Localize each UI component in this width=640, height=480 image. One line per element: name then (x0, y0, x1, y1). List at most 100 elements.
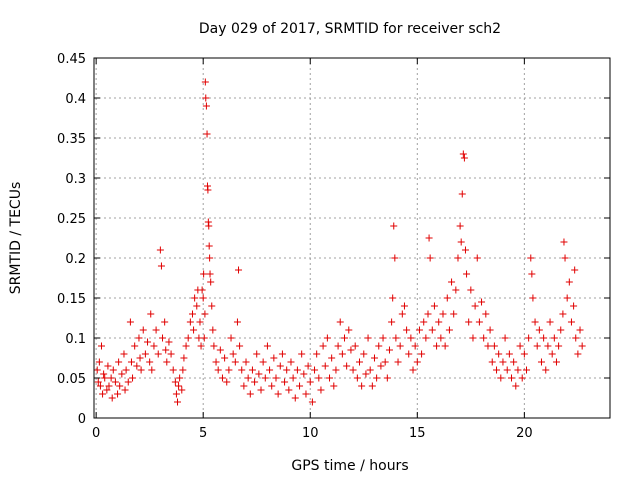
data-point (343, 362, 351, 370)
data-point (94, 378, 102, 386)
data-point (268, 382, 276, 390)
data-point (253, 350, 261, 358)
data-point (225, 366, 233, 374)
y-tick-label: 0.4 (65, 92, 86, 107)
data-point (167, 350, 175, 358)
data-point (208, 302, 216, 310)
data-point (205, 222, 213, 230)
data-point (537, 358, 545, 366)
data-point (409, 366, 417, 374)
y-tick-label: 0.2 (65, 252, 86, 267)
data-point (571, 266, 579, 274)
data-point (206, 270, 214, 278)
data-point (139, 326, 147, 334)
data-point (174, 398, 182, 406)
data-point (381, 358, 389, 366)
data-point (396, 342, 404, 350)
data-point (353, 374, 361, 382)
data-point (518, 374, 526, 382)
data-point (204, 186, 212, 194)
data-point (203, 130, 211, 138)
data-point (366, 366, 374, 374)
data-point (283, 366, 291, 374)
data-point (341, 334, 349, 342)
data-point (379, 334, 387, 342)
data-point (450, 310, 458, 318)
data-point (193, 302, 201, 310)
data-point (315, 374, 323, 382)
data-point (235, 266, 243, 274)
data-point (304, 362, 312, 370)
data-point (326, 374, 334, 382)
data-point (257, 386, 265, 394)
data-point (97, 342, 105, 350)
data-point (323, 334, 331, 342)
data-point (244, 374, 252, 382)
y-tick-label: 0.45 (57, 52, 86, 67)
data-point (209, 326, 217, 334)
data-point (163, 358, 171, 366)
data-point (403, 326, 411, 334)
data-point (120, 350, 128, 358)
data-point (445, 326, 453, 334)
data-point (428, 326, 436, 334)
data-point (407, 334, 415, 342)
data-point (355, 358, 363, 366)
data-point (475, 318, 483, 326)
data-point (118, 370, 126, 378)
data-point (182, 342, 190, 350)
data-point (375, 342, 383, 350)
data-point (478, 298, 486, 306)
data-point (443, 294, 451, 302)
data-point (486, 326, 494, 334)
data-point (191, 294, 199, 302)
data-point (398, 310, 406, 318)
data-point (124, 378, 132, 386)
data-point (555, 342, 563, 350)
x-tick-label: 15 (409, 426, 426, 441)
data-point (287, 358, 295, 366)
data-point (242, 358, 250, 366)
data-point (202, 102, 210, 110)
data-point (321, 362, 329, 370)
data-point (317, 386, 325, 394)
x-tick-label: 20 (516, 426, 533, 441)
data-point (426, 254, 434, 262)
data-point (156, 246, 164, 254)
data-point (394, 358, 402, 366)
y-tick-label: 0.15 (57, 292, 86, 307)
data-point (559, 310, 567, 318)
data-point (459, 150, 467, 158)
data-point (528, 270, 536, 278)
data-point (152, 326, 160, 334)
data-point (385, 346, 393, 354)
data-point (435, 318, 443, 326)
data-point (364, 334, 372, 342)
data-point (223, 378, 231, 386)
data-point (121, 386, 129, 394)
data-point (172, 390, 180, 398)
y-tick-label: 0.3 (65, 172, 86, 187)
data-point (103, 386, 111, 394)
data-point (200, 270, 208, 278)
data-point (233, 318, 241, 326)
chart-title: Day 029 of 2017, SRMTID for receiver sch… (199, 21, 501, 37)
data-point (126, 318, 134, 326)
data-point (368, 382, 376, 390)
data-point (272, 374, 280, 382)
data-point (560, 238, 568, 246)
data-point (147, 310, 155, 318)
data-point (535, 326, 543, 334)
data-point (542, 366, 550, 374)
data-point (488, 358, 496, 366)
data-point (169, 366, 177, 374)
data-point (454, 254, 462, 262)
data-point (529, 294, 537, 302)
data-point (508, 374, 516, 382)
data-point (214, 366, 222, 374)
data-point (159, 334, 167, 342)
data-point (135, 334, 143, 342)
data-point (148, 366, 156, 374)
data-point (351, 342, 359, 350)
